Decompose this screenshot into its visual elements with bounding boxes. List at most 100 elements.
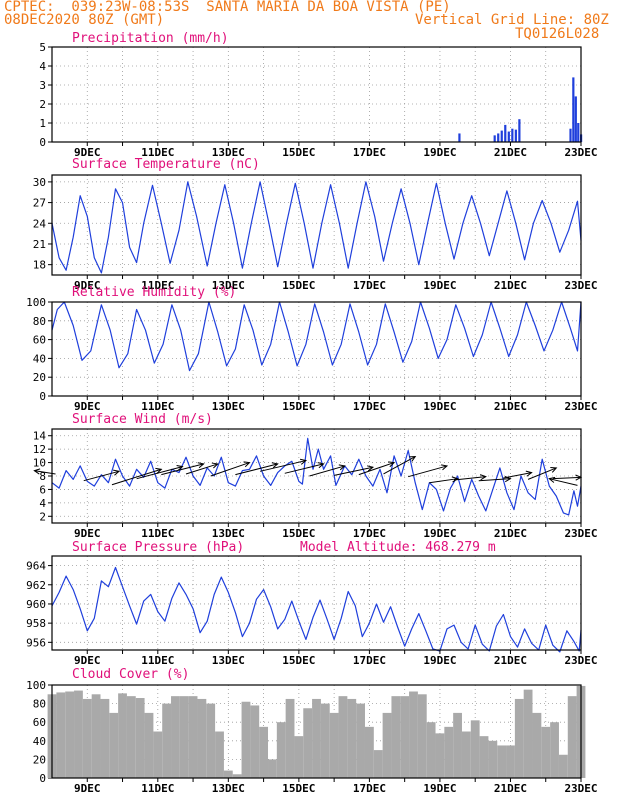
cloud-bar — [276, 722, 286, 778]
wind-vector — [548, 476, 578, 486]
y-tick-label: 2 — [39, 510, 46, 523]
x-tick-label: 21DEC — [494, 146, 527, 159]
cloud-bar — [135, 698, 145, 778]
panel-frame — [51, 555, 582, 651]
x-tick-label: 11DEC — [141, 146, 174, 159]
y-tick-label: 20 — [33, 371, 46, 384]
x-tick-label: 17DEC — [353, 279, 386, 292]
cloud-bar — [153, 731, 163, 778]
x-tick-label: 17DEC — [353, 527, 386, 540]
cloud-bar — [523, 689, 533, 778]
cloud-bar — [118, 693, 127, 778]
wind-vector-shaft — [408, 465, 448, 478]
panel-4: 956 958 960 962 964 9DEC 11DEC 13DEC 15DEC 17DEC 1… — [26, 540, 597, 667]
wind-vector-head — [525, 470, 533, 477]
cloud-bar — [541, 726, 551, 778]
precip-bar — [511, 128, 514, 142]
y-tick-label: 0 — [39, 390, 46, 403]
y-tick-label: 80 — [33, 315, 46, 328]
x-tick-label: 21DEC — [494, 654, 527, 667]
wind-vector-shaft — [111, 468, 162, 486]
y-tick-label: 4 — [39, 497, 46, 510]
wind-vector-head — [155, 467, 163, 474]
y-tick-label: 21 — [33, 238, 46, 251]
wind-vector-shaft — [83, 470, 120, 482]
wind-vector-shaft — [334, 466, 374, 476]
wind-vector — [552, 474, 583, 481]
wind-vector-shaft — [383, 456, 416, 475]
x-tick-label: 9DEC — [74, 279, 101, 292]
x-tick-label: 19DEC — [423, 400, 456, 413]
wind-vector-shaft — [453, 476, 486, 481]
y-tick-label: 24 — [33, 217, 47, 230]
y-tick-label: 3 — [39, 79, 46, 92]
precip-bar — [458, 133, 461, 142]
cloud-bar — [91, 694, 101, 778]
cloud-bar — [100, 698, 110, 778]
panel-frame — [51, 301, 582, 397]
cloud-bar — [532, 712, 542, 778]
x-tick-label: 23DEC — [564, 146, 597, 159]
x-tick-label: 19DEC — [423, 279, 456, 292]
x-tick-label: 15DEC — [282, 782, 315, 795]
x-tick-label: 19DEC — [423, 146, 456, 159]
y-tick-label: 5 — [39, 41, 46, 54]
series-line — [51, 566, 582, 653]
panel-title: Cloud Cover (%) — [72, 667, 189, 682]
cloud-bar — [259, 726, 269, 778]
wind-vector-head — [299, 458, 308, 465]
cloud-bar — [453, 712, 462, 778]
x-tick-label: 23DEC — [564, 782, 597, 795]
y-tick-label: 27 — [33, 197, 46, 210]
x-tick-label: 23DEC — [564, 654, 597, 667]
wind-vector-shaft — [309, 465, 345, 477]
cloud-bar — [285, 698, 295, 778]
wind-vector-head — [479, 474, 487, 481]
y-tick-label: 1 — [39, 117, 46, 130]
x-tick-label: 17DEC — [353, 400, 386, 413]
wind-vector — [408, 464, 449, 478]
y-tick-label: 40 — [33, 735, 46, 748]
wind-vector — [83, 469, 121, 482]
x-tick-label: 9DEC — [74, 527, 101, 540]
cloud-bar — [329, 712, 339, 778]
wind-vector-head — [440, 464, 449, 471]
cloud-bar — [268, 759, 277, 778]
wind-vector-head — [550, 467, 558, 473]
wind-vector — [309, 464, 346, 477]
x-tick-label: 9DEC — [74, 400, 101, 413]
precip-bar — [572, 77, 575, 142]
wind-vector-shaft — [549, 478, 578, 486]
header-station: CPTEC: 039:23W-08:53S SANTA MARIA DA BOA… — [4, 0, 451, 15]
y-tick-label: 100 — [26, 296, 46, 309]
cloud-bar — [109, 712, 119, 778]
panel-title: Surface Pressure (hPa) — [72, 540, 244, 555]
wind-vector-shaft — [478, 478, 511, 482]
precip-bar — [493, 135, 496, 142]
y-tick-label: 18 — [33, 259, 46, 272]
cloud-bar — [179, 696, 189, 778]
series-line — [51, 437, 582, 516]
precip-bar — [504, 124, 507, 142]
cloud-bar — [74, 690, 83, 778]
cloud-bar — [312, 698, 321, 778]
precip-bar — [497, 133, 500, 142]
y-tick-label: 958 — [26, 617, 46, 630]
cloud-bar — [250, 705, 260, 778]
cloud-bar — [558, 754, 568, 778]
x-tick-label: 15DEC — [282, 279, 315, 292]
panel-2: 0 20 40 60 80 100 9DEC 11DEC 13DEC 15DEC 17DEC 19DE… — [26, 285, 597, 413]
cloud-bar — [65, 691, 75, 778]
x-tick-label: 11DEC — [141, 654, 174, 667]
panel-title: Surface Temperature (nC) — [72, 157, 260, 172]
y-tick-label: 12 — [33, 443, 46, 456]
panel-frame — [51, 46, 582, 143]
y-tick-label: 0 — [39, 136, 46, 149]
wind-vector — [235, 462, 279, 476]
cloud-bar — [241, 701, 251, 778]
cloud-bar — [320, 703, 330, 778]
cloud-bar — [162, 703, 172, 778]
wind-vector-shaft — [358, 462, 395, 476]
wind-vector-head — [366, 465, 375, 472]
